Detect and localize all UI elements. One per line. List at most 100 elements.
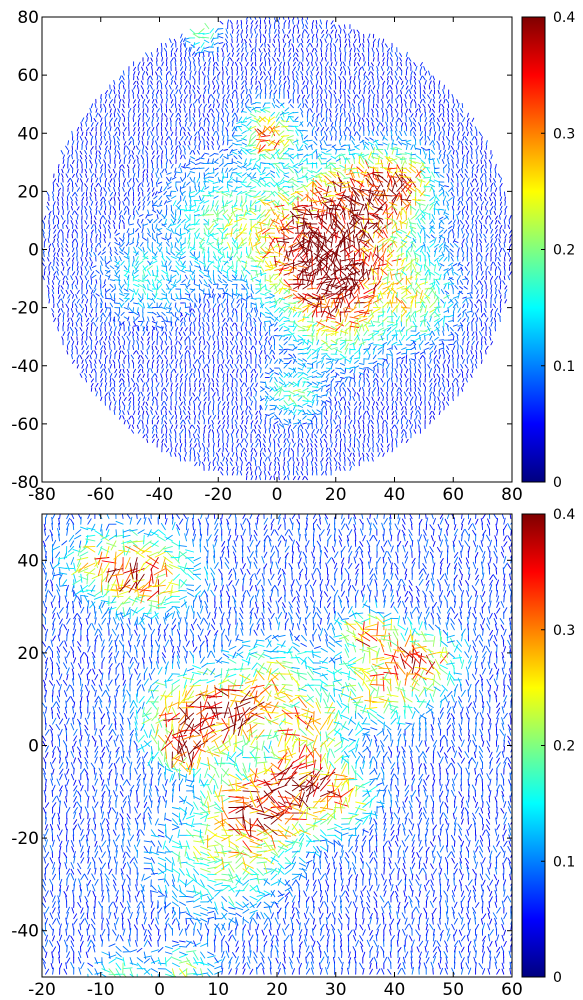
quiver-arrow	[161, 405, 165, 411]
quiver-arrow	[202, 368, 205, 374]
quiver-arrow	[213, 345, 216, 350]
quiver-arrow	[57, 187, 61, 192]
quiver-arrow	[283, 52, 286, 57]
quiver-arrow	[264, 209, 271, 217]
quiver-arrow	[202, 382, 205, 388]
quiver-arrow	[109, 302, 113, 308]
quiver-arrow	[89, 168, 92, 174]
quiver-arrow	[269, 190, 276, 196]
quiver-arrow	[220, 466, 224, 471]
quiver-arrow	[241, 149, 247, 155]
quiver-arrow	[292, 274, 301, 281]
quiver-arrow	[201, 350, 205, 355]
quiver-arrow	[302, 230, 311, 239]
quiver-arrow	[232, 136, 238, 141]
quiver-arrow	[321, 117, 325, 123]
quiver-arrow	[208, 382, 211, 388]
quiver-arrow	[123, 94, 125, 99]
quiver-arrow	[226, 349, 229, 355]
quiver-arrow	[309, 122, 313, 127]
quiver-arrow	[72, 298, 76, 304]
quiver-arrow	[239, 457, 243, 462]
quiver-arrow	[65, 248, 69, 253]
quiver-arrow	[292, 320, 296, 327]
quiver-arrow	[182, 260, 186, 266]
quiver-arrow	[311, 61, 313, 67]
quiver-arrow	[211, 141, 214, 146]
quiver-arrow	[296, 466, 299, 471]
quiver-arrow	[213, 392, 216, 397]
quiver-arrow	[165, 438, 167, 443]
quiver-arrow	[291, 214, 304, 218]
quiver-arrow	[67, 335, 69, 341]
quiver-arrow	[236, 186, 243, 189]
quiver-arrow	[310, 170, 318, 174]
quiver-arrow	[142, 396, 145, 402]
quiver-arrow	[264, 149, 271, 155]
quiver-arrow	[133, 279, 140, 282]
quiver-arrow	[259, 66, 261, 71]
quiver-arrow	[257, 198, 266, 202]
quiver-arrow	[189, 321, 193, 327]
quiver-arrow	[225, 457, 229, 462]
quiver-arrow	[211, 387, 214, 392]
quiver-arrow	[163, 214, 167, 220]
quiver-arrow	[274, 457, 277, 462]
quiver-arrow	[288, 307, 297, 312]
quiver-arrow	[235, 84, 238, 90]
quiver-arrow	[281, 110, 285, 118]
quiver-arrow	[95, 205, 98, 211]
quiver-arrow	[147, 283, 149, 291]
quiver-arrow	[119, 382, 123, 388]
quiver-arrow	[156, 232, 158, 239]
quiver-arrow	[297, 380, 300, 388]
quiver-arrow	[262, 256, 266, 264]
quiver-arrow	[236, 470, 239, 476]
quiver-arrow	[60, 257, 64, 262]
quiver-arrow	[174, 410, 177, 416]
quiver-arrow	[104, 172, 106, 178]
quiver-arrow	[296, 210, 308, 216]
quiver-arrow	[75, 149, 78, 155]
quiver-arrow	[180, 149, 182, 155]
quiver-arrow	[72, 280, 75, 285]
quiver-arrow	[151, 232, 154, 239]
quiver-arrow	[94, 350, 97, 355]
quiver-arrow	[109, 363, 112, 369]
quiver-arrow	[325, 353, 331, 359]
quiver-arrow	[153, 218, 158, 224]
quiver-arrow	[201, 127, 205, 132]
quiver-arrow	[184, 136, 188, 141]
quiver-arrow	[217, 326, 221, 332]
quiver-arrow	[81, 242, 84, 248]
quiver-arrow	[147, 214, 153, 217]
quiver-arrow	[148, 302, 153, 308]
quiver-arrow	[307, 259, 312, 271]
quiver-arrow	[91, 265, 97, 268]
quiver-arrow	[184, 98, 186, 104]
quiver-arrow	[127, 373, 130, 378]
quiver-arrow	[289, 138, 294, 146]
quiver-arrow	[166, 311, 172, 314]
quiver-arrow	[57, 229, 61, 234]
quiver-arrow	[202, 32, 210, 35]
quiver-arrow	[86, 224, 90, 230]
quiver-arrow	[53, 275, 55, 281]
quiver-arrow	[156, 204, 163, 207]
quiver-arrow	[249, 144, 257, 147]
quiver-arrow	[284, 107, 290, 112]
quiver-arrow	[100, 378, 104, 383]
quiver-arrow	[263, 438, 266, 443]
quiver-arrow	[184, 85, 188, 90]
quiver-arrow	[109, 297, 115, 302]
quiver-arrow	[283, 271, 294, 276]
quiver-arrow	[81, 280, 84, 285]
quiver-arrow	[192, 345, 196, 350]
quiver-arrow	[203, 61, 207, 67]
quiver-arrow	[70, 205, 73, 211]
quiver-arrow	[203, 180, 210, 183]
quiver-arrow	[244, 457, 247, 462]
quiver-arrow	[277, 443, 280, 448]
quiver-arrow	[319, 85, 323, 90]
quiver-arrow	[278, 312, 283, 318]
